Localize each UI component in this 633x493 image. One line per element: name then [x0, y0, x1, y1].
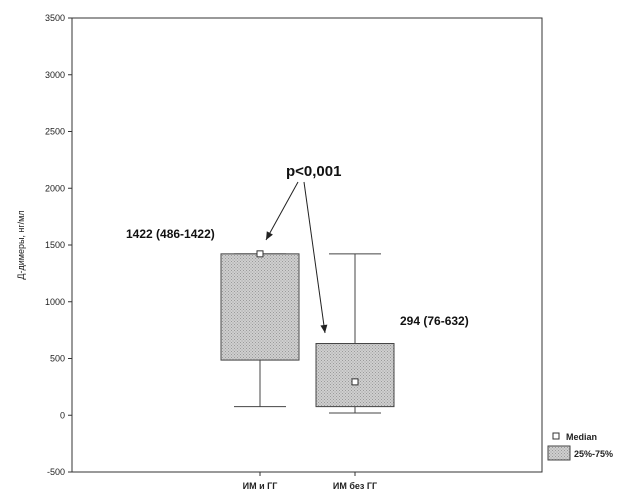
y-tick-label: 2000 [45, 183, 65, 193]
y-tick-label: 2500 [45, 127, 65, 137]
plot-area [71, 17, 543, 473]
significance-annotation: p<0,001 [286, 163, 341, 180]
boxes-group [220, 250, 395, 414]
legend-box-label: 25%-75% [574, 449, 613, 459]
arrow-head [266, 231, 273, 240]
y-tick-label: 1500 [45, 240, 65, 250]
legend-box-marker [547, 445, 571, 461]
arrow-line [265, 181, 299, 241]
y-tick-label: 0 [60, 410, 65, 420]
significance-arrows [265, 181, 328, 334]
legend: Median 25%-75% [547, 432, 613, 461]
iqr-box [315, 343, 395, 408]
box2-annotation: 294 (76-632) [400, 314, 469, 328]
arrow-head [320, 324, 328, 333]
iqr-box [220, 253, 300, 361]
y-tick-label: 500 [50, 354, 65, 364]
x-axis-ticks: ИМ и ГГ ИМ без ГГ [243, 472, 377, 491]
x-tick-label: ИМ без ГГ [333, 481, 377, 491]
legend-median-marker [552, 432, 560, 440]
y-tick-label: 1000 [45, 297, 65, 307]
y-tick-label: 3000 [45, 70, 65, 80]
median-marker [351, 378, 359, 386]
median-marker [256, 250, 264, 258]
y-tick-label: -500 [47, 467, 65, 477]
y-axis-title: Д-димеры, нг/мл [16, 210, 26, 279]
y-axis-ticks: -500 0 500 1000 1500 2000 2500 3000 3500 [45, 13, 72, 477]
box-1 [220, 250, 300, 408]
x-tick-label: ИМ и ГГ [243, 481, 278, 491]
box1-annotation: 1422 (486-1422) [126, 227, 215, 241]
box-2 [315, 253, 395, 414]
legend-median-label: Median [566, 432, 597, 442]
arrow-line [303, 181, 326, 334]
y-tick-label: 3500 [45, 13, 65, 23]
